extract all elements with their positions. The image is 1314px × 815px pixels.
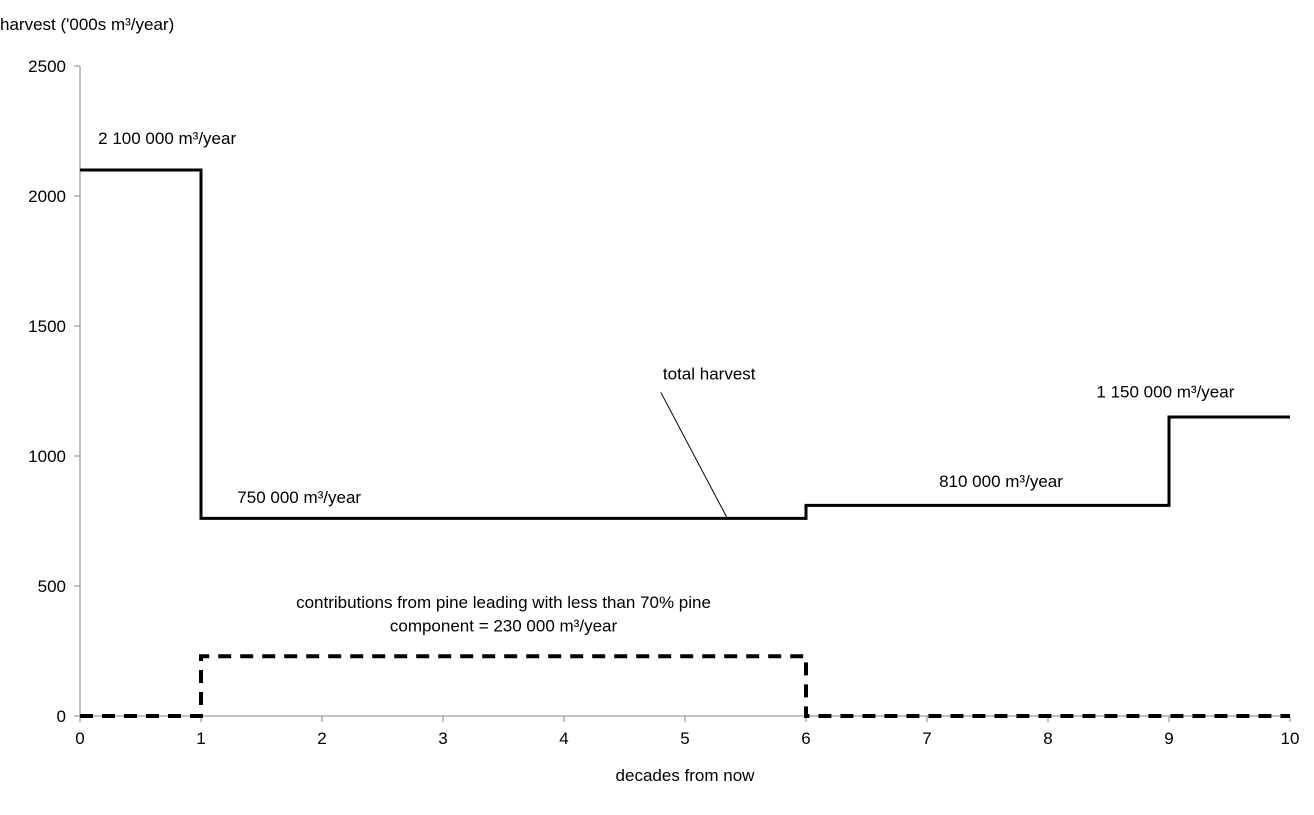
annotation-label: total harvest: [663, 364, 756, 383]
x-tick-label: 9: [1164, 729, 1173, 748]
x-tick-label: 1: [196, 729, 205, 748]
x-tick-label: 10: [1281, 729, 1300, 748]
y-tick-label: 500: [38, 577, 66, 596]
x-tick-label: 7: [922, 729, 931, 748]
y-tick-label: 1500: [28, 317, 66, 336]
x-tick-label: 5: [680, 729, 689, 748]
x-tick-label: 8: [1043, 729, 1052, 748]
x-tick-label: 0: [75, 729, 84, 748]
y-ticks: 0 500 1000 1500 2000 2500: [28, 57, 80, 726]
x-tick-label: 3: [438, 729, 447, 748]
annotation-layer: 2 100 000 m³/year 750 000 m³/year 810 000 …: [98, 129, 1235, 636]
y-tick-label: 1000: [28, 447, 66, 466]
annotation-label: 2 100 000 m³/year: [98, 129, 236, 148]
x-tick-label: 2: [317, 729, 326, 748]
y-axis-title: harvest ('000s m³/year): [0, 15, 174, 34]
pine-contribution-series-line: [80, 654, 1290, 718]
total-harvest-series-line: [80, 168, 1290, 520]
y-tick-label: 0: [57, 707, 66, 726]
x-ticks: 0 1 2 3 4 5 6 7 8 9 10: [75, 716, 1299, 748]
x-axis-title: decades from now: [616, 766, 756, 785]
y-tick-label: 2000: [28, 187, 66, 206]
annotation-label: 750 000 m³/year: [237, 488, 361, 507]
y-tick-label: 2500: [28, 57, 66, 76]
x-tick-label: 4: [559, 729, 568, 748]
annotation-label: contributions from pine leading with les…: [296, 593, 711, 612]
total-harvest-leader-line: [660, 392, 728, 519]
annotation-label: 1 150 000 m³/year: [1096, 383, 1234, 402]
annotation-label: 810 000 m³/year: [939, 472, 1063, 491]
annotation-label: component = 230 000 m³/year: [390, 617, 618, 636]
series-layer: [80, 168, 1290, 718]
x-tick-label: 6: [801, 729, 810, 748]
